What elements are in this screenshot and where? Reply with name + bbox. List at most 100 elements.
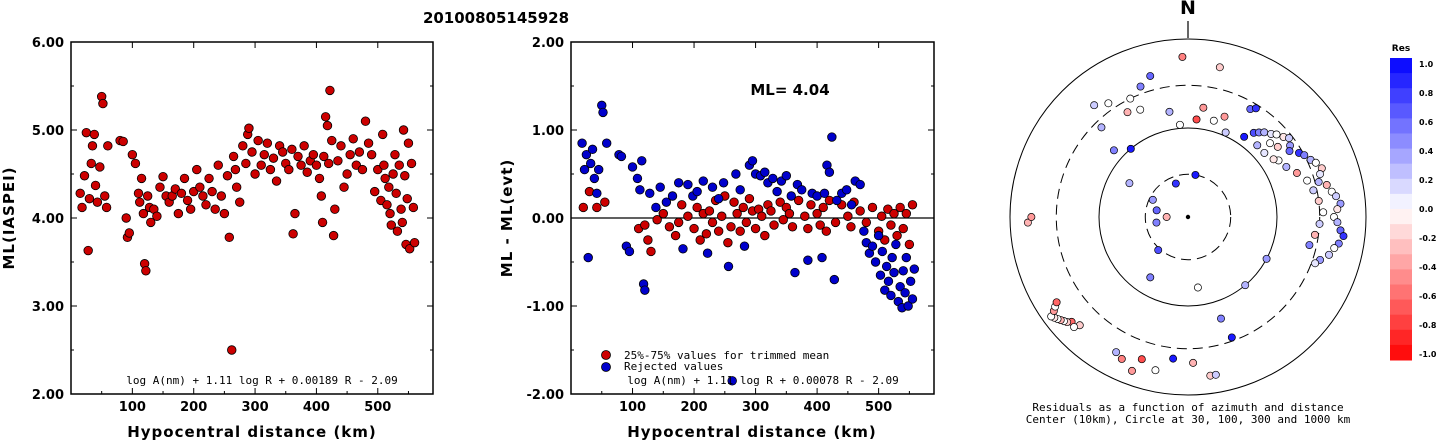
colorbar-tick-label: 1.0	[1419, 60, 1434, 69]
chart2-point-rejected	[827, 132, 837, 142]
colorbar-tick-label: 0.4	[1419, 147, 1434, 156]
polar-point	[1027, 213, 1036, 221]
chart2-point-used	[877, 211, 887, 221]
chart2-point-used	[741, 217, 752, 228]
chart1-point-used	[204, 173, 214, 184]
chart1-point-used	[384, 182, 394, 192]
polar-point	[1305, 241, 1314, 249]
chart2-point-rejected	[907, 294, 918, 304]
chart2-point-rejected	[786, 191, 796, 201]
chart1-point-used	[250, 169, 260, 179]
chart2-point-used	[701, 229, 712, 239]
chart1-point-used	[370, 186, 380, 197]
chart2-point-rejected	[867, 241, 878, 251]
chart1-point-used	[409, 237, 420, 248]
chart1-point-used	[89, 129, 100, 140]
chart1-xtick-label: 200	[180, 400, 207, 415]
chart2-point-used	[760, 230, 770, 241]
chart2-point-used	[757, 211, 767, 221]
polar-point	[1339, 232, 1348, 241]
polar-caption-1: Residuals as a function of azimuth and d…	[1032, 401, 1343, 414]
colorbar-swatch	[1390, 299, 1412, 316]
polar-point	[1253, 141, 1262, 150]
chart2-point-rejected	[790, 267, 800, 278]
chart2-point-rejected	[661, 197, 672, 207]
chart2-point-rejected	[635, 185, 645, 195]
chart1-ytick-label: 3.00	[32, 300, 64, 315]
chart2-point-used	[723, 237, 733, 248]
chart2-point-used	[769, 220, 779, 230]
chart2-xtick-label: 300	[742, 400, 769, 415]
chart2-point-used	[815, 220, 825, 230]
chart2-ytick-label: -2.00	[527, 388, 564, 403]
chart2-point-used	[670, 230, 681, 241]
chart2-ytick-label: 2.00	[532, 36, 564, 51]
chart2-point-rejected	[891, 239, 901, 250]
chart2-point-rejected	[870, 257, 881, 267]
colorbar-tick-label: 0.8	[1419, 89, 1434, 98]
chart2-point-rejected	[598, 107, 608, 118]
chart1-point-used	[158, 171, 168, 182]
chart1-point-used	[230, 164, 241, 175]
chart1-point-used	[345, 149, 355, 160]
polar-point	[1209, 116, 1218, 125]
chart1-point-used	[308, 149, 319, 160]
polar-point	[1152, 206, 1161, 215]
colorbar-tick-label: -1.0	[1419, 350, 1437, 359]
polar-point	[1171, 179, 1180, 188]
chart1-point-used	[133, 188, 144, 199]
chart2-point-used	[830, 217, 841, 228]
chart1-point-used	[271, 176, 282, 186]
chart1-point-used	[354, 147, 365, 157]
chart2-point-used	[600, 197, 610, 207]
chart2-point-used	[806, 200, 816, 210]
north-label: N	[1180, 0, 1196, 19]
chart2-ytick-label: -1.00	[527, 300, 564, 315]
chart2-point-used	[886, 220, 896, 230]
chart2-point-rejected	[627, 162, 638, 172]
chart2-point-rejected	[592, 188, 602, 199]
chart2-point-rejected	[702, 248, 713, 258]
chart2-point-used	[846, 222, 856, 232]
polar-point	[1269, 155, 1278, 164]
chart2-point-rejected	[903, 301, 913, 311]
polar-point	[1146, 72, 1155, 80]
polar-point	[1260, 128, 1269, 137]
chart2-point-rejected	[898, 266, 908, 276]
chart2-point-rejected	[616, 151, 627, 162]
colorbar-title: Res	[1392, 44, 1410, 54]
chart1-point-used	[268, 153, 279, 163]
polar-point	[1285, 134, 1293, 143]
polar-point	[1128, 366, 1136, 375]
chart2-point-used	[726, 222, 736, 232]
colorbar-swatch	[1390, 103, 1412, 119]
chart2-point-used	[578, 202, 589, 213]
colorbar-swatch	[1390, 344, 1412, 361]
chart2-point-used	[652, 215, 662, 225]
chart2-point-rejected	[718, 178, 729, 188]
chart1-point-used	[124, 228, 134, 238]
chart1-point-used	[95, 162, 105, 172]
chart1-point-used	[363, 138, 374, 148]
chart1-point-used	[339, 182, 349, 192]
colorbar-swatch	[1390, 269, 1412, 285]
chart2-point-used	[784, 208, 795, 219]
polar-point	[1169, 354, 1178, 363]
chart1-point-used	[288, 229, 298, 239]
polar-point	[1178, 52, 1187, 61]
chart2-point-rejected	[655, 182, 665, 192]
chart1-point-used	[400, 171, 410, 181]
polar-point	[1146, 273, 1155, 282]
chart2-point-used	[843, 211, 853, 221]
chart2-point-rejected	[589, 173, 600, 184]
chart1-point-used	[284, 164, 294, 175]
chart2-point-rejected	[859, 226, 869, 236]
chart2-xtick-label: 400	[804, 400, 831, 415]
chart1-point-used	[314, 173, 325, 184]
polar-point	[1292, 169, 1301, 177]
polar-point	[1090, 101, 1099, 110]
chart-ml-iaspei: ML(IASPEI) Hypocentral distance (km) log…	[0, 36, 434, 441]
chart1-point-used	[404, 244, 415, 254]
chart2-point-rejected	[829, 274, 840, 285]
colorbar-swatch	[1390, 209, 1412, 225]
